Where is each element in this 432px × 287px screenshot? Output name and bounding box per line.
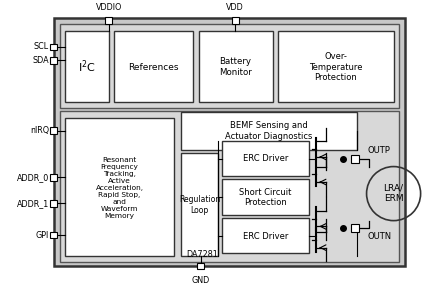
Bar [114, 32, 193, 102]
Text: VDDIO: VDDIO [95, 3, 122, 12]
Bar [51, 200, 57, 207]
Text: ADDR_0: ADDR_0 [17, 173, 49, 182]
Text: ERC Driver: ERC Driver [242, 232, 288, 241]
Text: SDA: SDA [32, 56, 49, 65]
Text: LRA/
ERM: LRA/ ERM [384, 184, 403, 203]
Text: BEMF Sensing and
Actuator Diagnostics: BEMF Sensing and Actuator Diagnostics [226, 121, 313, 141]
Text: DA7281: DA7281 [186, 250, 218, 259]
Text: GPI: GPI [36, 230, 49, 240]
Text: OUTP: OUTP [368, 146, 391, 155]
Bar [51, 127, 57, 134]
Bar [351, 155, 359, 163]
Bar [278, 32, 394, 102]
Bar [51, 44, 57, 50]
Bar [51, 232, 57, 238]
Bar [105, 18, 112, 24]
Text: ADDR_1: ADDR_1 [17, 199, 49, 208]
Bar [54, 18, 405, 266]
Text: nIRQ: nIRQ [30, 126, 49, 135]
Bar [351, 224, 359, 232]
Text: References: References [128, 63, 178, 72]
Text: I$^2$C: I$^2$C [78, 59, 95, 75]
Text: Resonant
Frequency
Tracking,
Active
Acceleration,
Rapid Stop,
and
Waveform
Memor: Resonant Frequency Tracking, Active Acce… [95, 157, 143, 219]
Bar [181, 112, 357, 150]
Bar [199, 32, 273, 102]
Text: Short Circuit
Protection: Short Circuit Protection [239, 188, 292, 207]
Bar [65, 32, 109, 102]
Text: ERC Driver: ERC Driver [242, 154, 288, 163]
Bar [60, 24, 399, 108]
Bar [51, 57, 57, 64]
Text: Over-
Temperature
Protection: Over- Temperature Protection [309, 52, 362, 82]
Bar [222, 141, 308, 176]
Text: Regulation
Loop: Regulation Loop [179, 195, 220, 215]
Bar [51, 174, 57, 181]
Bar [232, 18, 239, 24]
Bar [60, 110, 399, 262]
Text: VDD: VDD [226, 3, 244, 12]
Text: SCL: SCL [34, 42, 49, 51]
Bar [197, 263, 204, 269]
Text: Battery
Monitor: Battery Monitor [219, 57, 252, 77]
Bar [222, 179, 308, 215]
Bar [65, 118, 175, 256]
Bar [222, 218, 308, 253]
Bar [181, 153, 218, 256]
Text: GND: GND [191, 276, 210, 285]
Text: OUTN: OUTN [368, 232, 392, 241]
